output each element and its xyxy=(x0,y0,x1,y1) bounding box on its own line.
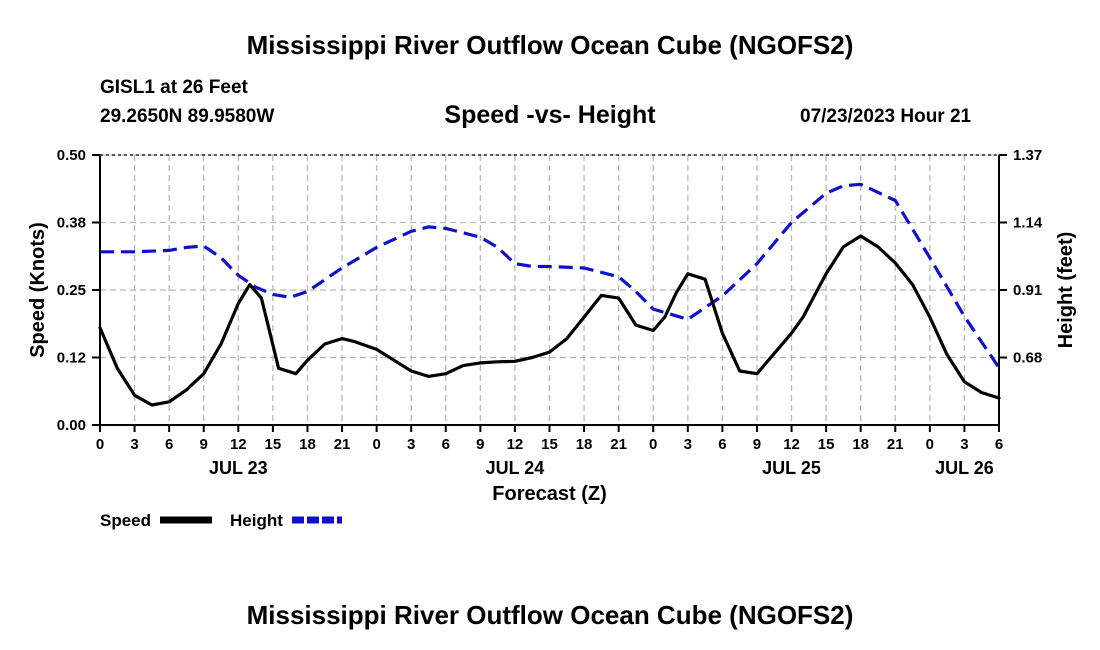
x-tick-label: 21 xyxy=(334,436,351,453)
x-axis-title: Forecast (Z) xyxy=(492,483,606,505)
x-tick-label: 6 xyxy=(165,436,173,453)
x-tick-label: 3 xyxy=(130,436,138,453)
x-tick-label: 12 xyxy=(783,436,800,453)
x-tick-label: 15 xyxy=(265,436,282,453)
station-coordinates: 29.2650N 89.9580W xyxy=(100,106,275,127)
x-tick-label: 0 xyxy=(372,436,380,453)
forecast-datetime: 07/23/2023 Hour 21 xyxy=(800,106,972,127)
bottom-chart-title: Mississippi River Outflow Ocean Cube (NG… xyxy=(246,600,854,630)
y-right-tick-label: 0.68 xyxy=(1013,350,1042,367)
x-date-label: JUL 25 xyxy=(762,458,821,478)
x-tick-label: 6 xyxy=(442,436,450,453)
x-date-label: JUL 24 xyxy=(486,458,545,478)
x-tick-label: 3 xyxy=(684,436,692,453)
x-tick-label: 18 xyxy=(852,436,869,453)
x-tick-label: 6 xyxy=(995,436,1003,453)
y-left-tick-label: 0.38 xyxy=(57,215,86,232)
x-tick-label: 3 xyxy=(407,436,415,453)
y-right-tick-label: 0.91 xyxy=(1013,282,1042,299)
x-tick-label: 6 xyxy=(718,436,726,453)
x-tick-label: 15 xyxy=(541,436,558,453)
x-date-label: JUL 26 xyxy=(935,458,994,478)
x-tick-label: 21 xyxy=(887,436,904,453)
x-tick-label: 12 xyxy=(230,436,247,453)
y-right-tick-label: 1.14 xyxy=(1013,215,1043,232)
x-tick-label: 21 xyxy=(610,436,627,453)
x-tick-label: 9 xyxy=(476,436,484,453)
legend-height-label: Height xyxy=(230,511,283,530)
speed-series-line xyxy=(98,234,1001,407)
y-left-tick-label: 0.00 xyxy=(57,417,86,434)
x-tick-label: 12 xyxy=(507,436,524,453)
x-tick-label: 0 xyxy=(926,436,934,453)
y-right-tick-label: 1.37 xyxy=(1013,147,1042,164)
x-date-label: JUL 23 xyxy=(209,458,268,478)
x-tick-label: 18 xyxy=(299,436,316,453)
y-right-axis-title: Height (feet) xyxy=(1055,232,1077,349)
x-tick-label: 0 xyxy=(649,436,657,453)
chart-subtitle: Speed -vs- Height xyxy=(444,101,656,129)
x-tick-label: 9 xyxy=(200,436,208,453)
x-tick-label: 15 xyxy=(818,436,835,453)
x-tick-label: 3 xyxy=(960,436,968,453)
station-label: GISL1 at 26 Feet xyxy=(100,77,248,98)
height-series-line xyxy=(100,182,1001,369)
y-left-tick-label: 0.25 xyxy=(57,282,86,299)
y-left-tick-label: 0.50 xyxy=(57,147,86,164)
x-tick-label: 18 xyxy=(576,436,593,453)
chart-title: Mississippi River Outflow Ocean Cube (NG… xyxy=(246,30,854,60)
legend-speed-label: Speed xyxy=(100,511,151,530)
x-tick-label: 0 xyxy=(96,436,104,453)
y-left-axis-title: Speed (Knots) xyxy=(27,222,49,358)
y-left-tick-label: 0.12 xyxy=(57,350,86,367)
x-tick-label: 9 xyxy=(753,436,761,453)
